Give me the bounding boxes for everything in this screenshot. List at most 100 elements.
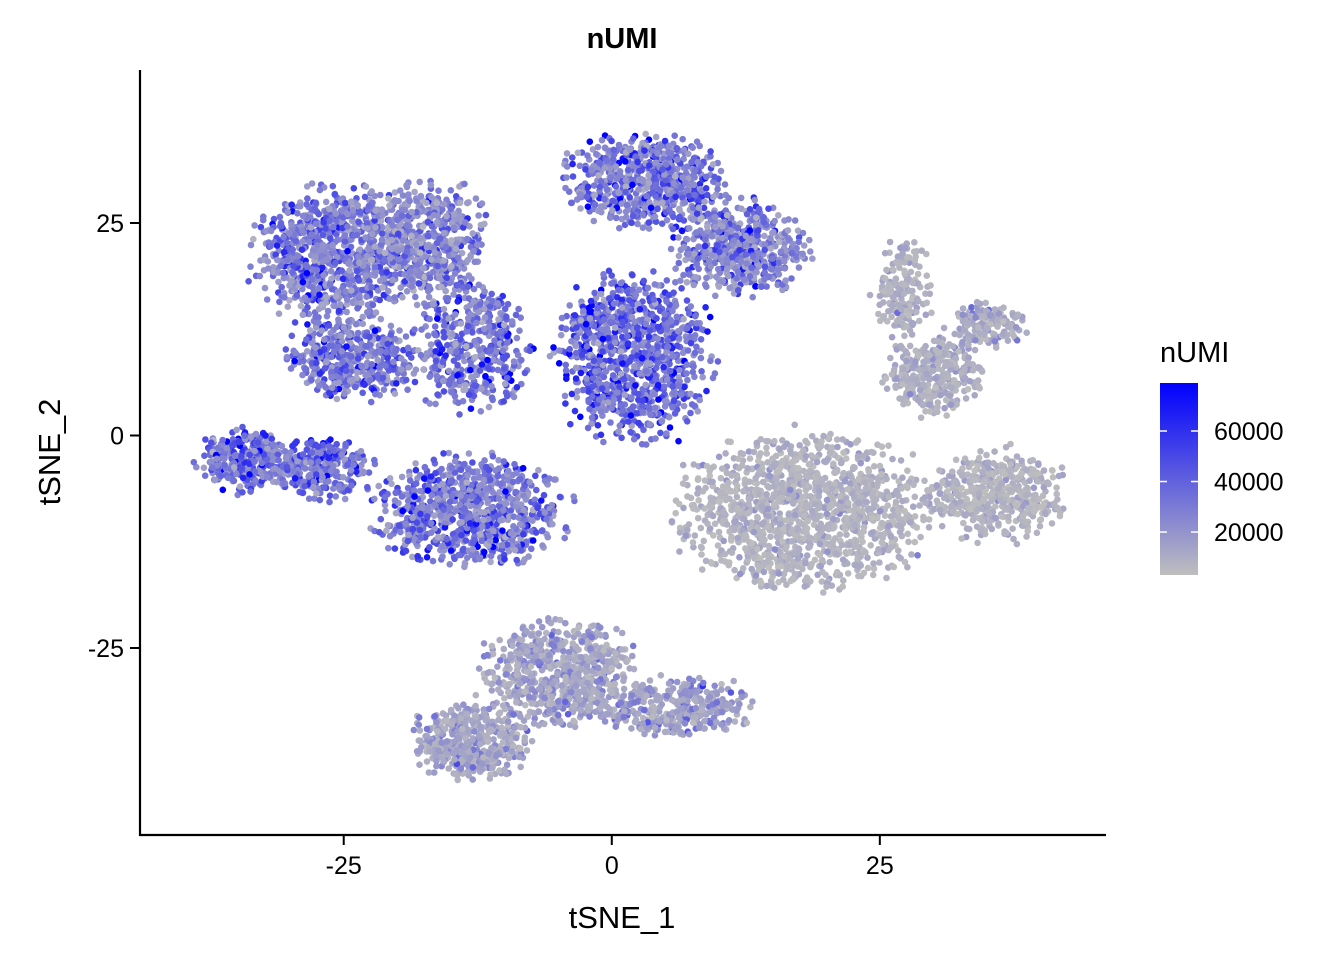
scatter-point xyxy=(368,230,376,238)
scatter-point xyxy=(432,400,439,408)
scatter-point xyxy=(497,328,504,335)
scatter-point xyxy=(654,381,662,389)
scatter-point xyxy=(475,554,483,561)
scatter-point xyxy=(291,357,298,365)
scatter-point xyxy=(507,495,514,502)
scatter-point xyxy=(377,191,384,199)
scatter-point xyxy=(267,227,275,235)
scatter-point xyxy=(684,376,691,384)
scatter-point xyxy=(487,476,494,484)
scatter-point xyxy=(435,341,443,348)
scatter-point xyxy=(590,357,598,365)
scatter-point xyxy=(693,343,700,351)
scatter-point xyxy=(388,480,395,488)
scatter-point xyxy=(314,272,322,280)
scatter-point xyxy=(645,333,653,341)
scatter-point xyxy=(461,563,468,571)
scatter-point xyxy=(452,340,459,348)
scatter-point xyxy=(408,283,416,290)
scatter-point xyxy=(499,527,506,534)
scatter-point xyxy=(444,341,451,349)
scatter-point xyxy=(274,256,281,264)
scatter-point xyxy=(328,384,336,392)
scatter-point xyxy=(433,199,441,207)
scatter-point xyxy=(561,534,568,542)
scatter-point xyxy=(345,280,353,288)
scatter-point xyxy=(457,466,465,474)
scatter-point xyxy=(476,367,484,375)
scatter-point xyxy=(375,482,383,490)
scatter-point xyxy=(307,224,315,231)
scatter-point xyxy=(624,340,632,347)
scatter-point xyxy=(604,399,612,406)
scatter-point xyxy=(495,316,502,323)
scatter-point xyxy=(669,353,677,360)
scatter-point xyxy=(522,496,530,503)
scatter-point xyxy=(388,245,396,253)
scatter-point xyxy=(323,294,330,301)
scatter-point xyxy=(503,374,511,382)
scatter-point xyxy=(431,331,439,339)
scatter-point xyxy=(443,535,451,543)
scatter-point xyxy=(584,424,592,432)
scatter-point xyxy=(402,333,410,340)
scatter-point xyxy=(511,460,518,468)
scatter-point xyxy=(291,319,299,326)
scatter-point xyxy=(571,407,579,415)
scatter-point xyxy=(264,258,272,265)
scatter-point xyxy=(399,507,407,515)
scatter-point xyxy=(404,484,412,492)
scatter-point xyxy=(420,265,428,272)
scatter-point xyxy=(694,408,702,415)
scatter-point xyxy=(647,411,654,419)
scatter-point xyxy=(284,208,292,216)
scatter-point xyxy=(358,299,365,307)
scatter-point xyxy=(573,334,581,342)
scatter-point xyxy=(697,354,705,362)
scatter-point xyxy=(439,553,446,560)
scatter-point xyxy=(487,558,494,566)
scatter-point xyxy=(476,301,484,308)
scatter-point xyxy=(571,312,579,319)
scatter-point xyxy=(568,390,576,398)
scatter-point xyxy=(689,368,697,376)
scatter-point xyxy=(295,252,302,260)
scatter-point xyxy=(379,374,387,382)
scatter-point xyxy=(338,451,346,459)
scatter-point xyxy=(321,365,329,372)
scatter-point xyxy=(398,493,406,500)
scatter-point xyxy=(358,362,365,370)
scatter-point xyxy=(233,426,240,434)
scatter-point xyxy=(238,452,245,460)
scatter-point xyxy=(305,473,312,480)
scatter-point xyxy=(275,310,283,318)
scatter-point xyxy=(448,237,455,244)
scatter-point xyxy=(538,527,546,535)
scatter-point xyxy=(317,449,324,457)
scatter-point xyxy=(481,325,488,333)
scatter-point xyxy=(368,188,376,195)
scatter-point xyxy=(617,354,625,361)
scatter-point xyxy=(448,389,456,396)
scatter-point xyxy=(534,504,541,512)
scatter-point xyxy=(350,232,358,239)
scatter-point xyxy=(318,327,326,334)
scatter-point xyxy=(611,339,619,346)
scatter-point xyxy=(503,392,511,400)
scatter-point xyxy=(490,356,497,364)
scatter-point xyxy=(381,249,389,257)
scatter-point xyxy=(615,286,622,294)
scatter-point xyxy=(627,412,635,419)
scatter-point xyxy=(539,542,546,549)
scatter-point xyxy=(318,301,326,308)
scatter-point xyxy=(333,440,341,448)
scatter-point xyxy=(468,493,475,500)
scatter-point xyxy=(261,284,269,292)
scatter-point xyxy=(259,216,267,224)
scatter-point xyxy=(279,269,287,277)
scatter-point xyxy=(308,449,316,456)
scatter-point xyxy=(670,397,678,405)
scatter-point xyxy=(452,311,459,318)
scatter-point xyxy=(264,445,271,452)
scatter-point xyxy=(313,359,320,367)
